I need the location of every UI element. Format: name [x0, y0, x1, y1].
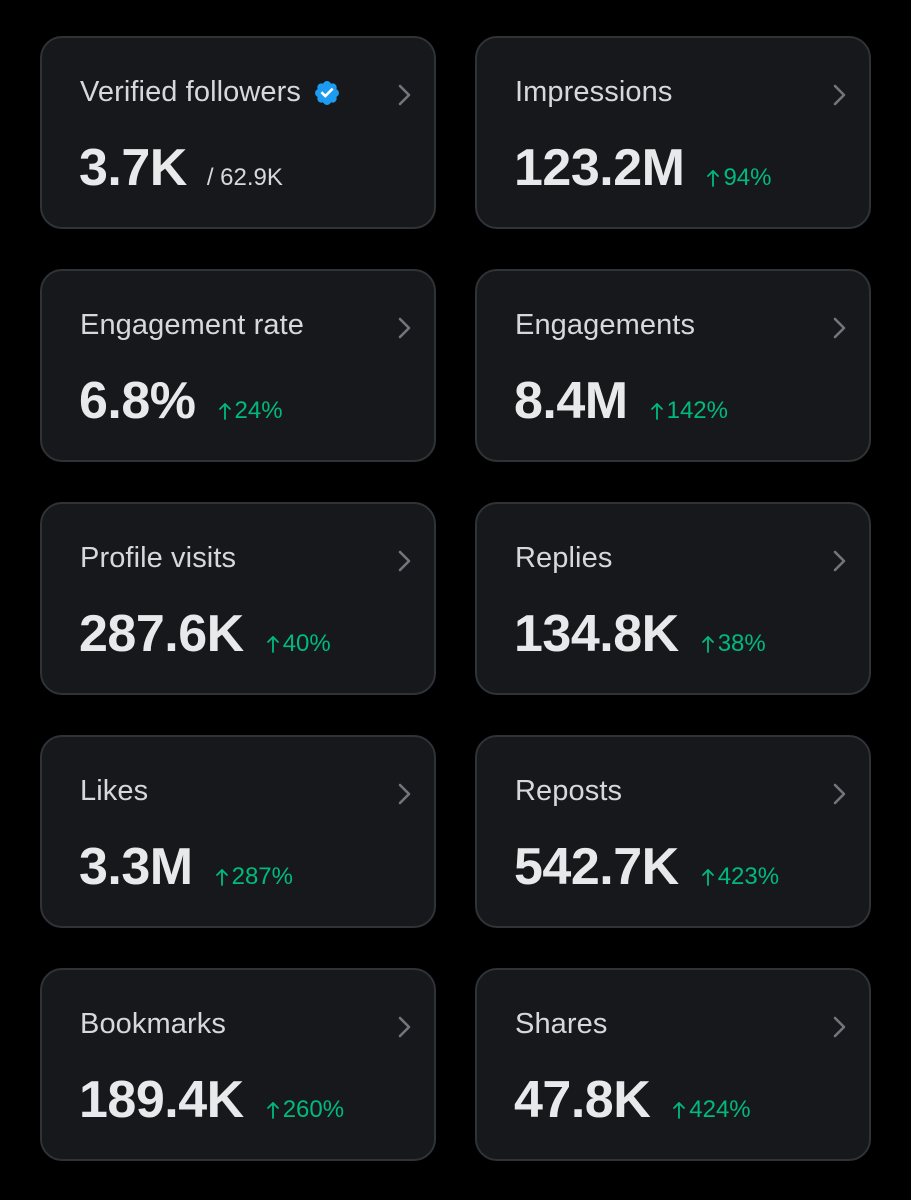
- change-percent: 260%: [282, 1096, 345, 1123]
- change-percent: 287%: [231, 863, 293, 890]
- chevron-right-icon: [833, 1016, 846, 1038]
- metric-value: 542.7K: [514, 838, 679, 896]
- arrow-up-icon: [701, 636, 714, 653]
- change-percent: 142%: [666, 397, 728, 424]
- profile-visits-card[interactable]: Profile visits 287.6K 40%: [40, 502, 436, 695]
- chevron-right-icon: [833, 317, 846, 339]
- card-title: Engagements: [515, 309, 696, 341]
- replies-card[interactable]: Replies 134.8K 38%: [475, 502, 871, 695]
- change-indicator: 287%: [215, 863, 293, 891]
- change-indicator: 94%: [706, 164, 772, 192]
- change-indicator: 260%: [266, 1096, 344, 1124]
- metric-value: 8.4M: [514, 372, 628, 430]
- metric-value: 123.2M: [514, 139, 685, 197]
- card-title: Impressions: [515, 76, 673, 108]
- engagement-rate-card[interactable]: Engagement rate 6.8% 24%: [40, 269, 436, 462]
- impressions-card[interactable]: Impressions 123.2M 94%: [475, 36, 871, 229]
- chevron-right-icon: [398, 550, 411, 572]
- metric-value: 3.7K: [79, 139, 187, 197]
- metric-value: 287.6K: [79, 605, 244, 663]
- arrow-up-icon: [701, 869, 714, 886]
- chevron-right-icon: [833, 783, 846, 805]
- bookmarks-card[interactable]: Bookmarks 189.4K 260%: [40, 968, 436, 1161]
- chevron-right-icon: [833, 550, 846, 572]
- shares-card[interactable]: Shares 47.8K 424%: [475, 968, 871, 1161]
- change-indicator: 423%: [701, 863, 779, 891]
- change-percent: 423%: [717, 863, 780, 890]
- chevron-right-icon: [398, 783, 411, 805]
- card-title: Profile visits: [80, 542, 237, 574]
- arrow-up-icon: [218, 403, 231, 420]
- metrics-grid: Verified followers 3.7K / 62.9K Impressi…: [40, 36, 871, 1161]
- change-percent: 40%: [282, 630, 331, 657]
- verified-followers-card[interactable]: Verified followers 3.7K / 62.9K: [40, 36, 436, 229]
- arrow-up-icon: [266, 636, 279, 653]
- card-title: Reposts: [515, 775, 623, 807]
- metric-total: / 62.9K: [206, 164, 283, 191]
- chevron-right-icon: [833, 84, 846, 106]
- card-title: Replies: [515, 542, 613, 574]
- likes-card[interactable]: Likes 3.3M 287%: [40, 735, 436, 928]
- verified-badge-icon: [315, 80, 339, 105]
- change-percent: 24%: [234, 397, 283, 424]
- chevron-right-icon: [398, 1016, 411, 1038]
- arrow-up-icon: [707, 170, 720, 187]
- change-percent: 94%: [723, 164, 772, 191]
- change-indicator: 424%: [672, 1096, 751, 1124]
- card-title: Bookmarks: [80, 1008, 226, 1040]
- engagements-card[interactable]: Engagements 8.4M 142%: [475, 269, 871, 462]
- change-indicator: 38%: [701, 630, 766, 658]
- card-title: Engagement rate: [80, 309, 304, 341]
- change-indicator: 24%: [218, 397, 283, 425]
- change-indicator: 40%: [266, 630, 331, 658]
- reposts-card[interactable]: Reposts 542.7K 423%: [475, 735, 871, 928]
- metric-value: 189.4K: [79, 1071, 244, 1129]
- metric-value: 3.3M: [79, 838, 193, 896]
- change-indicator: 142%: [650, 397, 728, 425]
- chevron-right-icon: [398, 84, 411, 106]
- change-percent: 424%: [689, 1096, 751, 1123]
- arrow-up-icon: [650, 403, 663, 420]
- card-title: Verified followers: [80, 76, 302, 108]
- card-title: Shares: [515, 1008, 608, 1040]
- metric-value: 134.8K: [514, 605, 679, 663]
- chevron-right-icon: [398, 317, 411, 339]
- arrow-up-icon: [673, 1102, 686, 1119]
- arrow-up-icon: [215, 869, 228, 886]
- metric-value: 6.8%: [79, 372, 196, 430]
- arrow-up-icon: [266, 1102, 279, 1119]
- card-title: Likes: [80, 775, 149, 807]
- metric-value: 47.8K: [514, 1071, 651, 1129]
- change-percent: 38%: [717, 630, 766, 657]
